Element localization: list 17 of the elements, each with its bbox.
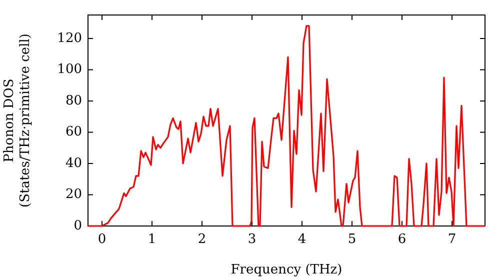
y-tick-label: 120 [57, 30, 82, 46]
x-tick-label: 6 [398, 232, 406, 248]
x-tick-label: 7 [448, 232, 456, 248]
x-tick-label: 1 [148, 232, 156, 248]
y-axis-title: Phonon DOS (States/THz·primitive cell) [2, 33, 33, 208]
y-tick-label: 100 [57, 62, 82, 78]
y-tick-label: 20 [65, 187, 82, 202]
y-tick-label: 0 [74, 218, 82, 234]
y-tick-label: 80 [65, 93, 82, 108]
x-tick-label: 0 [98, 232, 106, 248]
y-tick-label: 40 [65, 156, 82, 171]
x-tick-label: 3 [248, 232, 256, 248]
x-axis-title: Frequency (THz) [230, 262, 342, 278]
x-tick-label: 2 [198, 232, 206, 248]
x-tick-label: 5 [348, 232, 356, 248]
x-tick-label: 4 [298, 232, 306, 248]
y-tick-label: 60 [65, 124, 82, 140]
